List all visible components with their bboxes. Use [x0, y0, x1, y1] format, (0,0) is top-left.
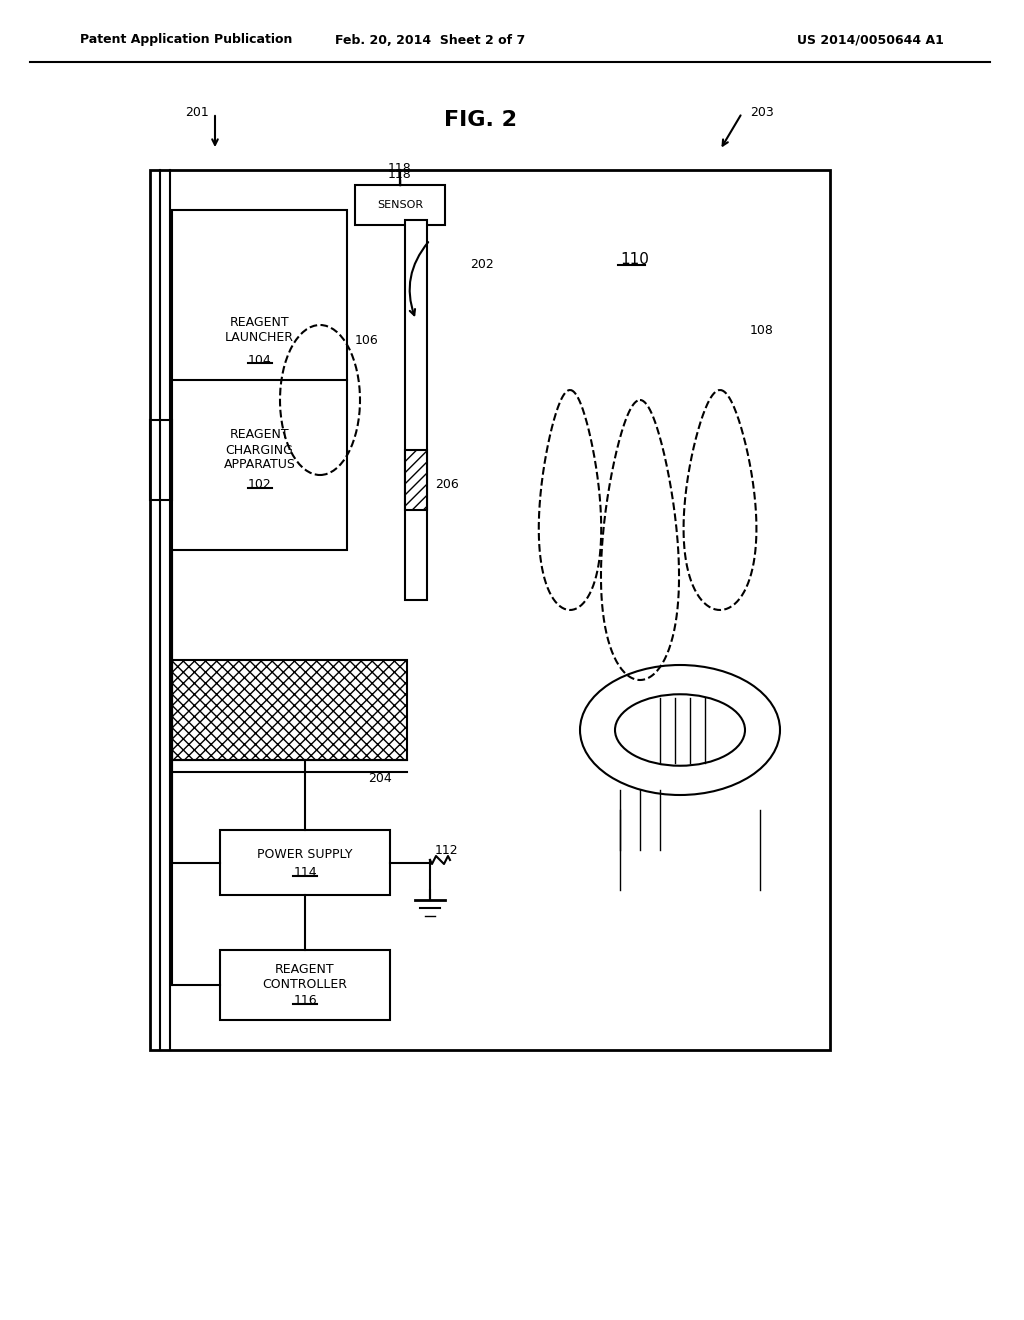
Text: 201: 201 [185, 107, 209, 120]
Text: US 2014/0050644 A1: US 2014/0050644 A1 [797, 33, 943, 46]
Text: REAGENT
CONTROLLER: REAGENT CONTROLLER [262, 964, 347, 991]
Text: 116: 116 [293, 994, 316, 1007]
Text: SENSOR: SENSOR [377, 201, 423, 210]
Bar [406, 220, 427, 601]
Bar [172, 660, 407, 760]
Text: 118: 118 [388, 162, 412, 176]
Text: 204: 204 [368, 772, 392, 785]
Text: 202: 202 [470, 259, 494, 272]
Bar [220, 830, 390, 895]
Text: 112: 112 [435, 843, 459, 857]
Text: 114: 114 [293, 866, 316, 879]
Bar [172, 210, 347, 550]
Text: Feb. 20, 2014  Sheet 2 of 7: Feb. 20, 2014 Sheet 2 of 7 [335, 33, 525, 46]
Text: 108: 108 [750, 323, 774, 337]
Text: 203: 203 [750, 107, 774, 120]
Ellipse shape [580, 665, 780, 795]
Text: Patent Application Publication: Patent Application Publication [80, 33, 293, 46]
Text: POWER SUPPLY: POWER SUPPLY [257, 847, 352, 861]
Bar [406, 450, 427, 510]
Text: 102: 102 [248, 479, 271, 491]
Text: FIG. 2: FIG. 2 [443, 110, 516, 129]
Bar [355, 185, 445, 224]
Text: REAGENT
CHARGING
APPARATUS: REAGENT CHARGING APPARATUS [223, 429, 296, 471]
Text: 118: 118 [388, 169, 412, 181]
Ellipse shape [615, 694, 745, 766]
Text: 106: 106 [355, 334, 379, 346]
Bar [150, 420, 172, 500]
Bar [150, 170, 830, 1049]
Text: 104: 104 [248, 354, 271, 367]
Text: 110: 110 [620, 252, 649, 268]
Bar [220, 950, 390, 1020]
Text: 206: 206 [435, 479, 459, 491]
Text: REAGENT
LAUNCHER: REAGENT LAUNCHER [225, 315, 294, 345]
